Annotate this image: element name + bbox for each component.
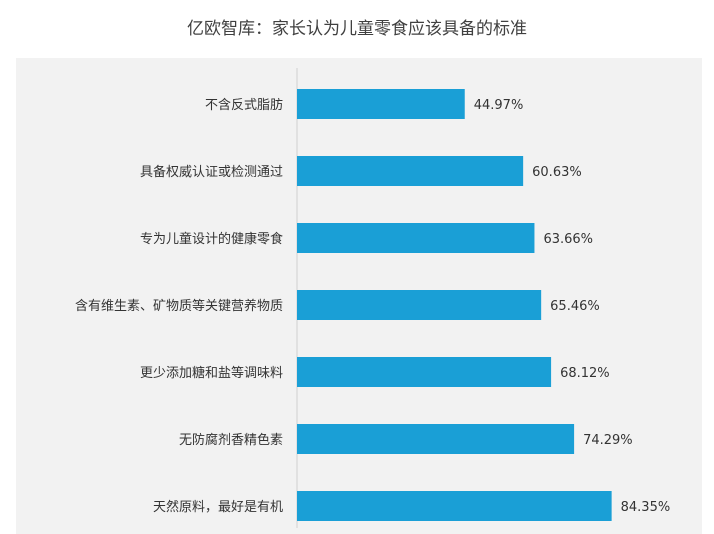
bar-5 [297,424,575,454]
bar-1 [297,156,524,186]
value-label-6: 84.35% [621,500,671,515]
category-label-1: 具备权威认证或检测通过 [140,164,283,180]
category-label-2: 专为儿童设计的健康零食 [140,231,283,247]
category-label-5: 无防腐剂香精色素 [179,432,283,448]
value-label-0: 44.97% [474,98,524,113]
value-label-1: 60.63% [532,165,582,180]
bar-6 [297,491,612,521]
value-label-2: 63.66% [543,232,593,247]
bar-0 [297,89,465,119]
bar-2 [297,223,535,253]
category-label-6: 天然原料，最好是有机 [153,499,283,515]
bar-3 [297,290,542,320]
value-label-5: 74.29% [583,433,633,448]
bars-group: 不含反式脂肪 44.97% 具备权威认证或检测通过 60.63% 专为儿童设计的健康零食… [75,89,670,521]
value-label-3: 65.46% [550,299,600,314]
chart-title: 亿欧智库：家长认为儿童零食应该具备的标准 [187,19,527,39]
value-label-4: 68.12% [560,366,610,381]
category-label-4: 更少添加糖和盐等调味料 [140,365,283,381]
bar-4 [297,357,552,387]
category-label-0: 不含反式脂肪 [205,97,283,113]
category-label-3: 含有维生素、矿物质等关键营养物质 [75,298,283,314]
